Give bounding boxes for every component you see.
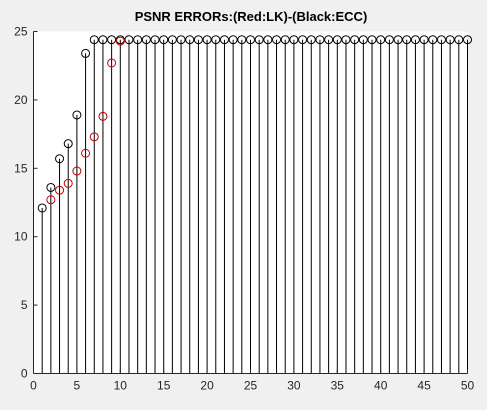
x-tick-label: 50	[461, 379, 475, 393]
x-tick-label: 45	[417, 379, 431, 393]
y-tick-label: 10	[14, 230, 28, 244]
x-tick-label: 15	[157, 379, 171, 393]
x-tick-label: 35	[331, 379, 345, 393]
x-tick-label: 10	[114, 379, 128, 393]
y-tick-label: 0	[21, 367, 28, 381]
y-tick-label: 15	[14, 161, 28, 175]
y-tick-label: 20	[14, 93, 28, 107]
x-tick-label: 40	[374, 379, 388, 393]
x-tick-label: 20	[200, 379, 214, 393]
x-tick-label: 30	[287, 379, 301, 393]
x-tick-label: 5	[74, 379, 81, 393]
y-tick-label: 5	[21, 298, 28, 312]
y-tick-label: 25	[14, 25, 28, 39]
x-tick-label: 0	[30, 379, 37, 393]
x-tick-label: 25	[244, 379, 258, 393]
chart-title: PSNR ERRORs:(Red:LK)-(Black:ECC)	[135, 9, 368, 24]
